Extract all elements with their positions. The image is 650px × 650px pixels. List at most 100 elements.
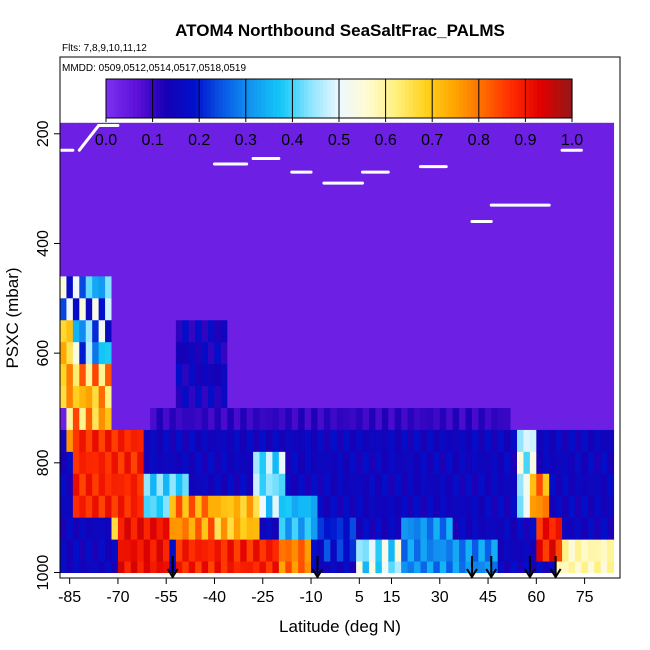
heatmap-cell bbox=[278, 342, 286, 365]
heatmap-cell bbox=[407, 495, 415, 519]
heatmap-cell bbox=[471, 254, 479, 277]
heatmap-cell bbox=[137, 342, 145, 365]
heatmap-cell bbox=[111, 451, 119, 475]
heatmap-cell bbox=[452, 473, 460, 497]
heatmap-cell bbox=[581, 451, 589, 475]
heatmap-cell bbox=[233, 320, 241, 343]
heatmap-cell bbox=[555, 188, 563, 212]
heatmap-cell bbox=[343, 561, 351, 574]
heatmap-cell bbox=[98, 539, 106, 563]
heatmap-cell bbox=[137, 561, 145, 574]
heatmap-cell bbox=[143, 539, 151, 563]
colorbar-segment bbox=[210, 79, 216, 118]
heatmap-cell bbox=[182, 144, 190, 168]
heatmap-cell bbox=[568, 254, 576, 277]
heatmap-cell bbox=[227, 539, 235, 563]
heatmap-cell bbox=[208, 473, 215, 497]
heatmap-cell bbox=[491, 386, 499, 409]
heatmap-cell bbox=[478, 495, 486, 519]
heatmap-cell bbox=[401, 407, 409, 431]
heatmap-cell bbox=[356, 364, 364, 387]
heatmap-cell bbox=[105, 495, 112, 519]
heatmap-cell bbox=[143, 407, 151, 431]
heatmap-cell bbox=[85, 495, 93, 519]
heatmap-cell bbox=[465, 386, 473, 409]
heatmap-cell bbox=[459, 210, 467, 233]
heatmap-cell bbox=[253, 188, 261, 212]
heatmap-cell bbox=[285, 232, 293, 255]
heatmap-cell bbox=[317, 342, 325, 365]
arrow-head bbox=[485, 568, 498, 579]
heatmap-cell bbox=[137, 298, 145, 321]
heatmap-cell bbox=[98, 429, 106, 453]
heatmap-cell bbox=[259, 429, 267, 453]
heatmap-cell bbox=[253, 407, 261, 431]
heatmap-cell bbox=[259, 342, 267, 365]
heatmap-cell bbox=[246, 144, 254, 168]
heatmap-cell bbox=[536, 429, 544, 453]
heatmap-cell bbox=[471, 407, 479, 431]
heatmap-cell bbox=[72, 342, 80, 365]
heatmap-cell bbox=[523, 232, 531, 255]
heatmap-cell bbox=[343, 210, 351, 233]
heatmap-cell bbox=[349, 210, 357, 233]
heatmap-cell bbox=[175, 210, 183, 233]
heatmap-cell bbox=[233, 144, 241, 168]
heatmap-cell bbox=[433, 517, 441, 541]
heatmap-cell bbox=[375, 276, 383, 299]
heatmap-cell bbox=[529, 473, 537, 497]
heatmap-cell bbox=[465, 495, 473, 519]
heatmap-cell bbox=[330, 517, 338, 541]
heatmap-cell bbox=[394, 495, 402, 519]
heatmap-cell bbox=[175, 276, 183, 299]
x-tick-label: 30 bbox=[431, 589, 449, 606]
heatmap-cell bbox=[156, 122, 164, 146]
heatmap-cell bbox=[330, 386, 338, 409]
heatmap-cell bbox=[208, 561, 215, 574]
heatmap-cell bbox=[130, 429, 138, 453]
heatmap-cell bbox=[336, 429, 344, 453]
heatmap-cell bbox=[446, 342, 454, 365]
heatmap-cell bbox=[562, 254, 570, 277]
heatmap-cell bbox=[124, 407, 132, 431]
heatmap-cell bbox=[304, 320, 312, 343]
heatmap-cell bbox=[574, 254, 582, 277]
heatmap-cell bbox=[523, 561, 531, 574]
heatmap-cell bbox=[375, 473, 383, 497]
heatmap-cell bbox=[529, 539, 537, 563]
heatmap-cell bbox=[555, 451, 563, 475]
heatmap-cell bbox=[291, 188, 299, 212]
heatmap-cell bbox=[291, 386, 299, 409]
colorbar-segment bbox=[323, 79, 328, 118]
heatmap-cell bbox=[105, 342, 112, 365]
heatmap-cell bbox=[336, 122, 344, 146]
heatmap-cell bbox=[201, 320, 209, 343]
heatmap-cell bbox=[504, 298, 512, 321]
heatmap-cell bbox=[278, 517, 286, 541]
heatmap-cell bbox=[394, 429, 402, 453]
heatmap-cell bbox=[459, 320, 467, 343]
colorbar-segment bbox=[405, 79, 410, 118]
heatmap-cell bbox=[349, 166, 357, 190]
heatmap-cell bbox=[291, 122, 299, 146]
heatmap-cell bbox=[253, 495, 261, 519]
heatmap-cell bbox=[124, 517, 132, 541]
heatmap-cell bbox=[401, 298, 409, 321]
heatmap-cell bbox=[491, 320, 499, 343]
heatmap-cell bbox=[581, 166, 589, 190]
heatmap-cell bbox=[220, 276, 228, 299]
heatmap-cell bbox=[188, 254, 196, 277]
heatmap-cell bbox=[336, 407, 344, 431]
heatmap-cell bbox=[265, 539, 273, 563]
heatmap-cell bbox=[394, 342, 402, 365]
heatmap-cell bbox=[491, 429, 499, 453]
heatmap-cell bbox=[459, 386, 467, 409]
heatmap-cell bbox=[542, 495, 550, 519]
heatmap-cell bbox=[459, 407, 467, 431]
heatmap-cell bbox=[111, 188, 119, 212]
heatmap-cell bbox=[581, 429, 589, 453]
heatmap-cell bbox=[150, 495, 158, 519]
heatmap-cell bbox=[510, 473, 518, 497]
heatmap-cell bbox=[111, 320, 119, 343]
heatmap-cell bbox=[285, 166, 293, 190]
